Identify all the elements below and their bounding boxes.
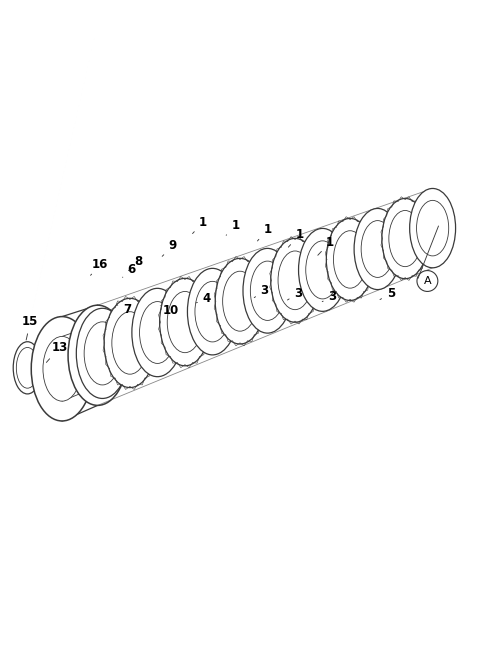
Ellipse shape — [140, 301, 175, 364]
Text: 3: 3 — [288, 287, 302, 300]
Ellipse shape — [251, 261, 285, 320]
Ellipse shape — [31, 316, 93, 421]
Ellipse shape — [13, 342, 42, 394]
Ellipse shape — [326, 218, 374, 301]
Text: 16: 16 — [91, 258, 108, 275]
Ellipse shape — [195, 282, 230, 342]
Ellipse shape — [223, 271, 257, 331]
Ellipse shape — [389, 210, 421, 267]
Text: 1: 1 — [226, 219, 240, 235]
Ellipse shape — [160, 278, 210, 365]
Ellipse shape — [16, 347, 38, 388]
Ellipse shape — [334, 231, 367, 288]
Text: 1: 1 — [288, 229, 303, 247]
Ellipse shape — [132, 288, 183, 377]
Ellipse shape — [43, 337, 81, 401]
Ellipse shape — [278, 251, 312, 310]
Text: 6: 6 — [122, 263, 136, 277]
Text: 7: 7 — [117, 303, 131, 316]
Ellipse shape — [409, 189, 456, 268]
Ellipse shape — [215, 258, 265, 344]
Ellipse shape — [354, 208, 401, 290]
Text: 13: 13 — [47, 341, 68, 362]
Ellipse shape — [104, 298, 156, 388]
Text: 1: 1 — [318, 236, 334, 255]
Text: 10: 10 — [160, 305, 180, 318]
Text: 1: 1 — [192, 215, 207, 234]
Circle shape — [417, 271, 438, 291]
Ellipse shape — [187, 269, 238, 355]
Ellipse shape — [167, 291, 203, 352]
Ellipse shape — [68, 305, 127, 405]
Ellipse shape — [243, 248, 292, 333]
Ellipse shape — [271, 238, 319, 322]
Text: 8: 8 — [129, 255, 142, 271]
Ellipse shape — [361, 221, 394, 278]
Text: A: A — [423, 276, 431, 286]
Ellipse shape — [76, 309, 129, 398]
Ellipse shape — [84, 322, 120, 385]
Ellipse shape — [299, 229, 347, 311]
Text: 15: 15 — [22, 315, 38, 340]
Text: 5: 5 — [380, 287, 395, 300]
Ellipse shape — [417, 200, 449, 256]
Text: 3: 3 — [322, 290, 336, 303]
Ellipse shape — [112, 312, 148, 374]
Text: 3: 3 — [254, 284, 269, 297]
Ellipse shape — [382, 198, 428, 278]
Text: 1: 1 — [257, 223, 272, 241]
Ellipse shape — [79, 324, 116, 386]
Text: 4: 4 — [196, 291, 211, 305]
Text: 9: 9 — [162, 239, 177, 256]
Ellipse shape — [306, 241, 339, 299]
